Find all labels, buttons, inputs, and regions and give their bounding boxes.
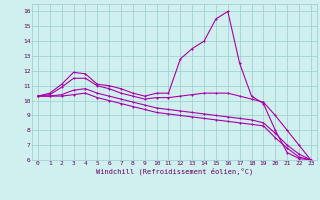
- X-axis label: Windchill (Refroidissement éolien,°C): Windchill (Refroidissement éolien,°C): [96, 168, 253, 175]
